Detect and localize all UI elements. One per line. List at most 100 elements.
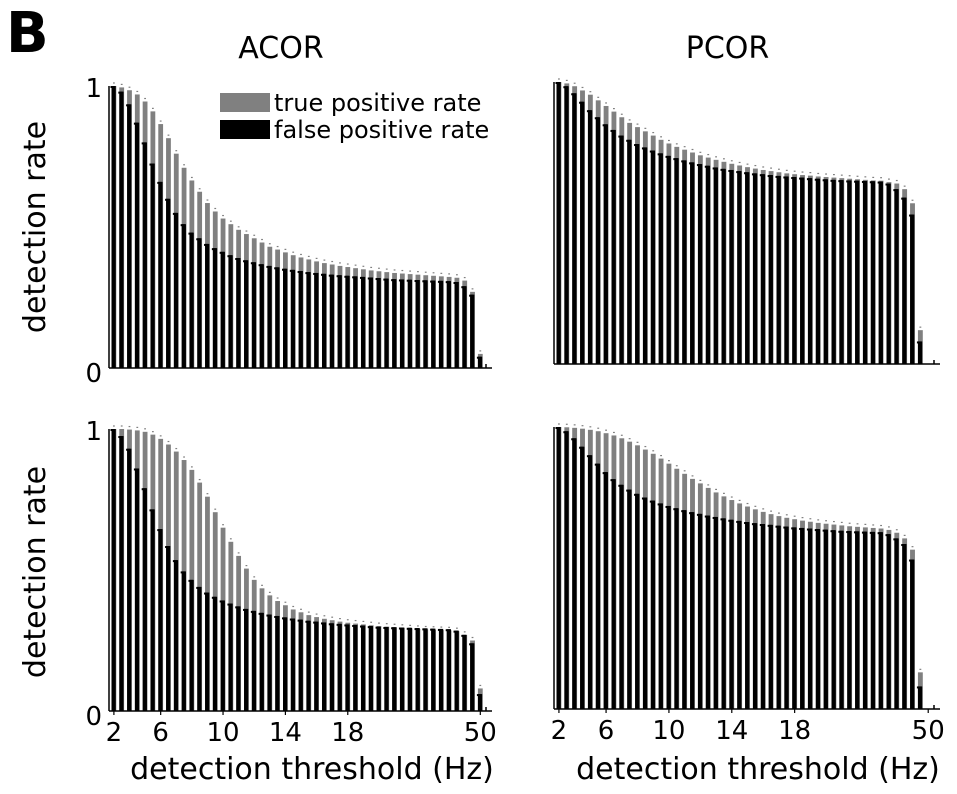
acor-top-fp-bar xyxy=(368,277,374,368)
acor-bottom-fp-bar xyxy=(368,626,374,711)
acor-bottom-fp-bar xyxy=(306,620,311,711)
pcor-top-fp-bar xyxy=(642,147,648,364)
pcor-bottom-fp-bar xyxy=(682,510,687,709)
acor-top-fp-bar xyxy=(134,122,140,368)
pcor-bottom-fp-bar xyxy=(564,431,569,709)
pcor-bottom-fp-bar xyxy=(870,531,876,709)
pcor-top-fp-bar xyxy=(682,160,687,364)
acor-top-fp-bar xyxy=(181,224,186,368)
pcor-bottom-fp-bar xyxy=(847,531,852,709)
acor-bottom-fp-bar xyxy=(166,546,171,711)
acor-top-fp-bar xyxy=(376,278,381,368)
acor-bottom-fp-bar xyxy=(111,429,116,711)
acor-top-fp-bar xyxy=(267,265,272,368)
acor-top-fp-bar xyxy=(236,258,241,368)
acor-bottom-fp-bar xyxy=(212,596,218,711)
acor-bottom-fp-bar xyxy=(353,624,358,711)
acor-top-fp-bar xyxy=(337,275,342,368)
pcor-bottom-fp-bar xyxy=(697,513,703,709)
acor-top-ytick-label: 0 xyxy=(85,359,102,389)
pcor-top-fp-bar xyxy=(792,177,797,364)
pcor-bottom-fp-bar xyxy=(690,512,695,709)
acor-bottom-fp-bar xyxy=(259,612,264,711)
pcor-bottom-fp-bar xyxy=(807,528,813,709)
pcor-bottom-fp-bar xyxy=(768,524,773,709)
acor-top-fp-bar xyxy=(407,279,413,368)
acor-top-fp-bar xyxy=(446,281,452,368)
pcor-top-fp-bar xyxy=(713,167,718,364)
pcor-top-fp-bar xyxy=(705,165,711,364)
pcor-bottom-fp-bar xyxy=(572,438,577,709)
acor-bottom-fp-bar xyxy=(290,618,296,711)
acor-bottom-fp-bar xyxy=(189,579,194,711)
pcor-bottom-fp-bar xyxy=(745,522,750,709)
pcor-bottom-fp-bar xyxy=(917,686,923,709)
acor-top-fp-bar xyxy=(462,286,467,368)
acor-bottom-fp-bar xyxy=(446,629,452,711)
pcor-bottom-fp-bar xyxy=(713,516,718,709)
acor-bottom-fp-bar xyxy=(462,634,467,711)
xlabel-right: detection threshold (Hz) xyxy=(576,752,940,787)
pcor-top-fp-bar xyxy=(917,341,923,364)
acor-top-fp-bar xyxy=(189,232,194,368)
pcor-top-fp-bar xyxy=(760,174,766,364)
acor-bottom-xtick-label: 6 xyxy=(152,718,169,748)
acor-bottom-fp-bar xyxy=(127,448,132,711)
acor-bottom-xtick-label: 2 xyxy=(106,718,123,748)
pcor-top-fp-bar xyxy=(619,135,624,364)
pcor-bottom-fp-bar xyxy=(776,525,781,709)
pcor-bottom-fp-bar xyxy=(674,508,679,709)
pcor-top-fp-bar xyxy=(564,86,569,364)
pcor-bottom-fp-bar xyxy=(894,538,899,709)
pcor-bottom-xtick-label: 6 xyxy=(598,716,615,746)
pcor-top-fp-bar xyxy=(635,144,640,364)
acor-top-fp-bar xyxy=(415,280,420,368)
acor-top-legend-swatch-fp xyxy=(220,120,270,139)
acor-bottom-fp-bar xyxy=(470,643,475,711)
acor-top-fp-bar xyxy=(283,268,288,368)
acor-bottom-fp-bar xyxy=(360,625,366,711)
acor-bottom-fp-bar xyxy=(228,603,233,711)
pcor-top-title: PCOR xyxy=(686,31,770,66)
acor-bottom-xtick-label: 10 xyxy=(206,718,239,748)
pcor-bottom-fp-bar xyxy=(784,526,789,709)
acor-top-fp-bar xyxy=(228,255,233,368)
acor-bottom-fp-bar xyxy=(173,560,179,711)
acor-bottom-fp-bar xyxy=(337,623,342,711)
pcor-top-fp-bar xyxy=(807,178,813,364)
pcor-top-fp-bar xyxy=(556,82,561,364)
pcor-top-fp-bar xyxy=(650,150,656,364)
pcor-top-fp-bar xyxy=(776,175,781,364)
pcor-bottom-fp-bar xyxy=(627,489,632,709)
acor-top-title: ACOR xyxy=(238,31,323,66)
pcor-bottom-fp-bar xyxy=(603,472,608,709)
pcor-bottom-xtick-label: 50 xyxy=(912,716,945,746)
acor-bottom-fp-bar xyxy=(384,626,389,711)
pcor-bottom-fp-bar xyxy=(831,530,836,709)
pcor-top-fp-bar xyxy=(729,169,734,364)
pcor-top-fp-bar xyxy=(800,177,805,364)
pcor-top-fp-bar xyxy=(595,117,601,364)
pcor-top-fp-bar xyxy=(878,181,883,364)
pcor-bottom-fp-bar xyxy=(855,531,860,709)
pcor-top-fp-bar xyxy=(768,175,773,364)
acor-top-fp-bar xyxy=(244,260,249,368)
pcor-top-fp-bar xyxy=(847,180,852,364)
acor-bottom-fp-bar xyxy=(329,623,335,711)
acor-top-fp-bar xyxy=(423,280,428,368)
pcor-bottom-fp-bar xyxy=(619,484,624,709)
acor-bottom-xtick-label: 18 xyxy=(331,718,364,748)
acor-top-fp-bar xyxy=(360,276,366,368)
acor-top-fp-bar xyxy=(438,280,444,368)
pcor-bottom-fp-bar xyxy=(760,524,766,709)
pcor-top-fp-bar xyxy=(580,101,585,365)
acor-bottom-fp-bar xyxy=(205,592,210,711)
pcor-bottom-fp-bar xyxy=(737,520,742,709)
pcor-top-fp-bar xyxy=(674,158,679,364)
acor-top-legend-label-tp: true positive rate xyxy=(274,89,481,117)
pcor-top-fp-bar xyxy=(603,124,608,364)
pcor-top-fp-bar xyxy=(870,181,876,364)
acor-top-fp-bar xyxy=(251,262,257,368)
pcor-bottom-fp-bar xyxy=(878,532,883,709)
